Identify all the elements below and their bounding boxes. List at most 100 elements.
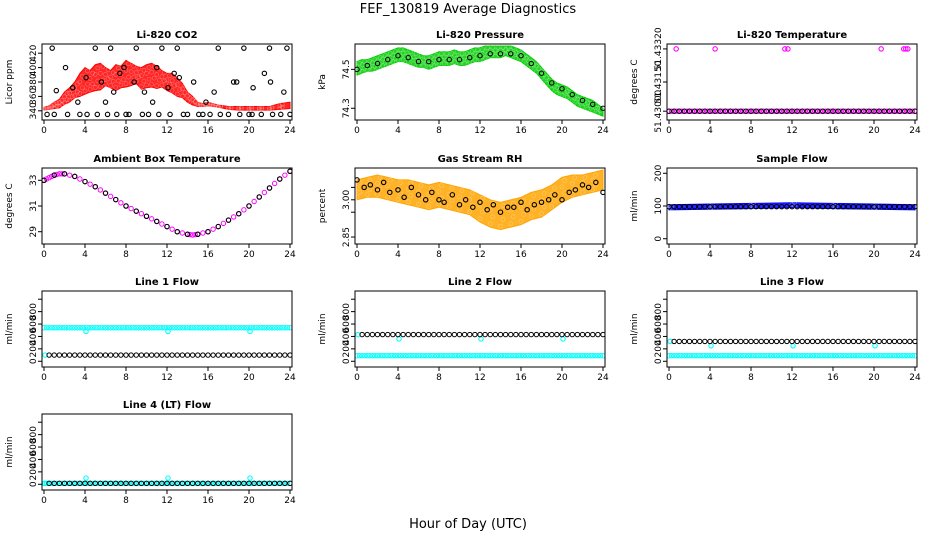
series-black-2-point bbox=[167, 111, 173, 118]
series-black-2-point bbox=[697, 108, 703, 114]
series-green-1-band-mark bbox=[452, 59, 457, 65]
series-black-2-point bbox=[426, 58, 432, 65]
series-black-2-point bbox=[446, 56, 452, 63]
series-magenta-1-point bbox=[843, 108, 849, 114]
series-red-1-band-mark bbox=[213, 103, 218, 108]
panel-5: Gas Stream RH 0 4 8 12 16 20 24 2.85 3.00 percent bbox=[318, 154, 609, 260]
series-black-2-point bbox=[462, 197, 469, 203]
series-magenta-1-point bbox=[822, 108, 829, 114]
series-black-3-point bbox=[267, 79, 274, 85]
x-tick-label: 12 bbox=[161, 250, 172, 260]
series-black-2-point bbox=[886, 108, 893, 114]
series-black-3-point bbox=[159, 352, 165, 358]
series-black-2-point bbox=[405, 54, 411, 61]
series-black-2-point bbox=[82, 178, 88, 185]
series-green-1-band-mark bbox=[388, 58, 393, 63]
series-black-2-point bbox=[156, 111, 162, 118]
series-magenta-1-point bbox=[684, 108, 690, 114]
series-orange-1-band-mark bbox=[416, 201, 421, 207]
series-black-3-point bbox=[246, 480, 252, 487]
series-black-2-point bbox=[572, 187, 579, 193]
series-green-1-band-mark bbox=[390, 59, 396, 65]
series-cyan-1-point bbox=[161, 325, 168, 331]
series-magenta-1-point bbox=[66, 172, 73, 178]
series-cyan-1-point bbox=[174, 325, 180, 331]
series-green-1-band-mark bbox=[498, 53, 503, 59]
series-cyan-1-point bbox=[392, 352, 399, 359]
series-red-1-band-mark bbox=[51, 105, 57, 111]
series-cyan-1-point bbox=[138, 325, 145, 331]
series-cyan-1-point bbox=[74, 325, 81, 331]
series-black-2-point bbox=[773, 203, 780, 210]
series-cyan-1-point bbox=[148, 325, 155, 331]
series-green-1-band-mark bbox=[569, 98, 575, 104]
series-cyan-1-point bbox=[809, 352, 816, 359]
series-cyan-1-point bbox=[123, 325, 129, 331]
series-cyan-1-point bbox=[161, 480, 168, 487]
series-black-3-point bbox=[107, 480, 114, 487]
series-green-1-band-mark bbox=[390, 52, 396, 58]
series-cyan-1-point bbox=[212, 480, 219, 487]
series-black-2-point bbox=[287, 111, 292, 118]
series-cyan-1-point bbox=[197, 480, 204, 487]
series-cyan-1-point bbox=[825, 352, 831, 359]
series-green-1-band-mark bbox=[559, 92, 565, 98]
series-red-1-band-mark bbox=[218, 104, 224, 109]
series-black-2-point bbox=[429, 189, 435, 196]
series-magenta-1-point bbox=[668, 108, 675, 114]
series-cyan-1-point bbox=[676, 352, 682, 359]
series-black-3-point bbox=[707, 338, 713, 345]
series-orange-1-band-mark bbox=[528, 213, 534, 219]
x-tick-label: 4 bbox=[707, 250, 713, 260]
series-black-2-point bbox=[184, 111, 191, 118]
series-black-3-point bbox=[203, 99, 209, 105]
series-black-3-point bbox=[220, 352, 227, 358]
series-red-1-band-mark bbox=[49, 103, 54, 109]
series-black-2-point bbox=[809, 203, 816, 210]
panel-2-marks bbox=[355, 44, 605, 117]
series-orange-1-band-mark bbox=[405, 199, 411, 204]
series-cyan-2-point bbox=[165, 328, 171, 335]
series-magenta-1-point bbox=[740, 108, 747, 114]
series-black-3-point bbox=[184, 352, 191, 358]
series-black-2-point bbox=[504, 204, 511, 210]
series-red-1-band-mark bbox=[123, 81, 129, 87]
series-green-1-band-mark bbox=[490, 50, 496, 56]
series-black-3-point bbox=[200, 352, 206, 358]
series-cyan-1-point bbox=[673, 352, 680, 359]
series-cyan-1-point bbox=[697, 352, 703, 359]
series-cyan-1-point bbox=[385, 352, 391, 359]
y-tick-label: 33 bbox=[29, 175, 39, 186]
series-magenta-1-point bbox=[271, 180, 278, 187]
series-green-1-band-mark bbox=[377, 61, 383, 67]
series-red-1-band-mark bbox=[141, 78, 147, 84]
series-red-1-band-mark bbox=[144, 82, 149, 88]
series-black-2-point bbox=[789, 108, 795, 114]
series-magenta-1-point bbox=[230, 214, 237, 220]
series-black-3-point bbox=[225, 480, 232, 487]
series-black-2-point bbox=[779, 203, 785, 210]
series-cyan-1-point bbox=[230, 325, 237, 331]
series-black-2-point bbox=[732, 108, 739, 114]
series-black-3-point bbox=[549, 331, 555, 338]
series-magenta-1-point bbox=[761, 108, 767, 114]
series-cyan-1-point bbox=[712, 352, 718, 359]
series-black-2-point bbox=[415, 58, 422, 65]
series-green-1-band-mark bbox=[357, 67, 362, 73]
series-cyan-1-point bbox=[218, 480, 224, 487]
series-black-3-point bbox=[912, 338, 917, 345]
series-cyan-1-point bbox=[169, 325, 175, 331]
y-tick-label: 380 bbox=[29, 73, 39, 90]
series-black-2-point bbox=[830, 203, 836, 210]
series-cyan-1-point bbox=[755, 352, 762, 359]
x-tick-label: 4 bbox=[395, 250, 401, 260]
series-green-1-band-mark bbox=[470, 49, 475, 54]
series-black-3-point bbox=[200, 480, 206, 487]
series-cyan-1-point bbox=[282, 325, 288, 331]
series-green-1-band-mark bbox=[508, 53, 514, 59]
series-black-2-point bbox=[441, 199, 447, 206]
series-black-3-point bbox=[190, 79, 197, 85]
series-cyan-1-point bbox=[668, 352, 675, 359]
series-green-1-band-mark bbox=[536, 60, 542, 66]
series-cyan-1-point bbox=[42, 325, 47, 331]
